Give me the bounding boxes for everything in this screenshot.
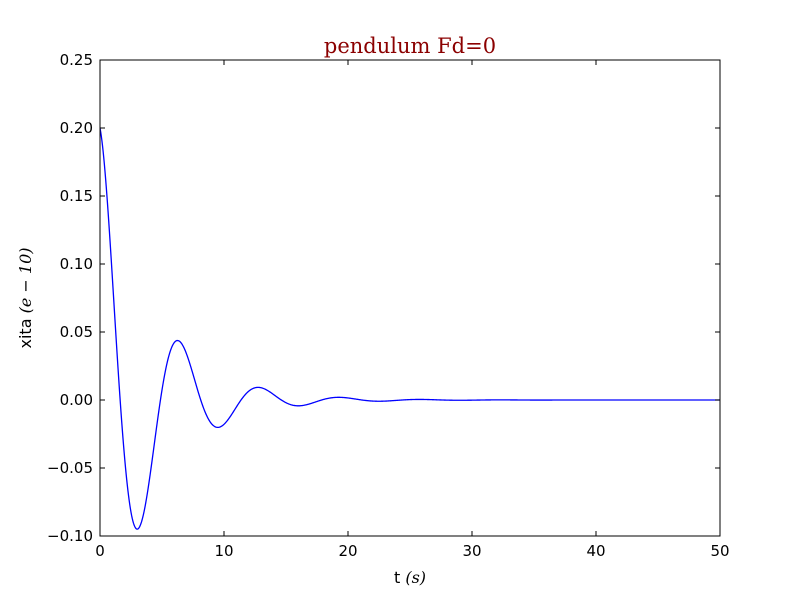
y-tick-label: 0.05 [60,323,93,341]
x-axis: 0 10 20 30 40 50 [95,60,730,560]
x-tick-label: 50 [710,542,729,560]
plot-frame [99,59,721,537]
x-axis-unit: (s) [405,568,426,587]
chart-title: pendulum Fd=0 [324,34,496,58]
y-tick-label: 0.20 [60,119,93,137]
y-axis-unit: (e − 10) [16,248,35,314]
y-tick-label: 0.15 [60,187,93,205]
y-axis: −0.10 −0.05 0.00 0.05 0.10 0.15 0.20 0.25 [47,51,720,545]
series-line-0 [100,127,720,530]
x-tick-label: 30 [462,542,481,560]
x-tick-label: 0 [95,542,105,560]
y-tick-label: 0.10 [60,255,93,273]
y-tick-label: 0.00 [60,391,93,409]
y-tick-label: −0.05 [47,459,93,477]
plot-area [99,59,721,537]
y-tick-label: 0.25 [60,51,93,69]
x-axis-label: t (s) [394,568,426,587]
x-tick-label: 40 [586,542,605,560]
y-axis-label-text: xita [16,318,35,348]
y-tick-label: −0.10 [47,527,93,545]
x-tick-label: 10 [214,542,233,560]
y-axis-label: xita (e − 10) [16,248,35,349]
x-axis-label-text: t [394,568,400,587]
x-tick-label: 20 [338,542,357,560]
